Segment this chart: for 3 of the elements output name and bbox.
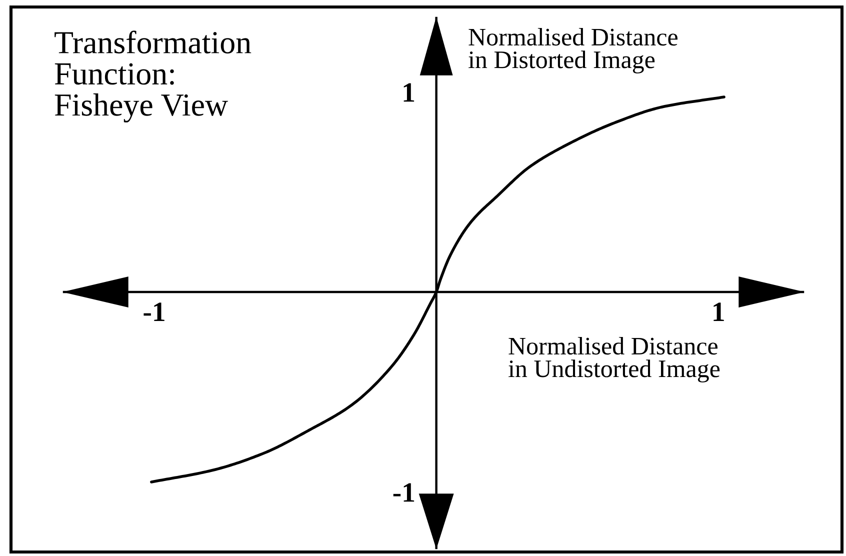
text: Transformation Function: Fisheye View [54,30,252,122]
x-axis-title: Normalised Distance in Undistorted Image [508,337,720,382]
y-axis-title: Normalised Distance in Distorted Image [468,28,678,74]
